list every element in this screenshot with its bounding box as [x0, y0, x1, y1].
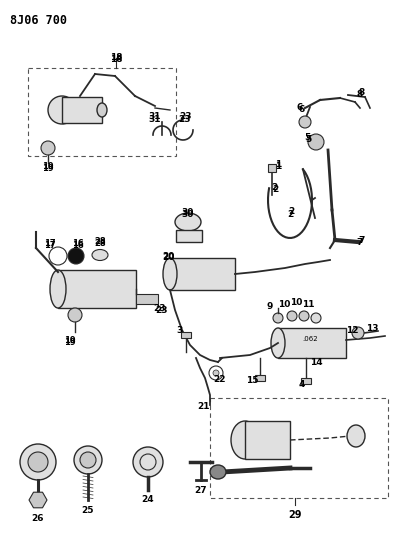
Bar: [28, 68, 176, 156]
Text: 23: 23: [156, 306, 168, 315]
Polygon shape: [29, 492, 47, 508]
Text: 23: 23: [154, 304, 166, 313]
Text: 19: 19: [64, 338, 76, 347]
Text: 28: 28: [94, 237, 106, 246]
Text: .062: .062: [302, 336, 318, 342]
Ellipse shape: [48, 96, 76, 124]
Text: 9: 9: [267, 302, 273, 311]
Text: 21: 21: [198, 402, 210, 411]
Text: 12: 12: [346, 326, 358, 335]
Text: 23: 23: [180, 112, 192, 121]
Text: 1: 1: [275, 160, 281, 169]
Circle shape: [213, 370, 219, 376]
Circle shape: [68, 248, 84, 264]
Text: 17: 17: [44, 239, 56, 248]
Text: 8J06 700: 8J06 700: [10, 14, 67, 27]
Text: 28: 28: [94, 239, 106, 248]
Circle shape: [287, 311, 297, 321]
Text: 18: 18: [110, 55, 122, 64]
Text: 22: 22: [214, 375, 226, 384]
Text: 29: 29: [288, 510, 302, 520]
Ellipse shape: [50, 270, 66, 308]
Bar: [136, 294, 158, 304]
Circle shape: [74, 446, 102, 474]
Bar: [181, 332, 191, 338]
Ellipse shape: [231, 421, 259, 459]
Bar: [268, 164, 276, 172]
Circle shape: [273, 313, 283, 323]
Text: 8: 8: [359, 88, 365, 97]
Circle shape: [352, 327, 364, 339]
Text: 7: 7: [357, 238, 363, 247]
Bar: [245, 421, 290, 459]
Bar: [58, 270, 136, 308]
Circle shape: [20, 444, 56, 480]
Text: 7: 7: [359, 236, 365, 245]
Circle shape: [80, 452, 96, 468]
Circle shape: [308, 134, 324, 150]
Circle shape: [133, 447, 163, 477]
Text: 2: 2: [288, 207, 294, 216]
Text: 14: 14: [310, 358, 322, 367]
Text: 19: 19: [42, 162, 54, 171]
Bar: [210, 398, 388, 498]
Ellipse shape: [347, 425, 365, 447]
Text: 2: 2: [271, 183, 277, 192]
Bar: [170, 258, 235, 290]
Ellipse shape: [92, 249, 108, 261]
Text: 19: 19: [42, 164, 54, 173]
Ellipse shape: [271, 328, 285, 358]
Text: 2: 2: [272, 185, 278, 194]
Circle shape: [311, 313, 321, 323]
Ellipse shape: [210, 465, 226, 479]
Circle shape: [41, 141, 55, 155]
Text: 27: 27: [195, 486, 207, 495]
Circle shape: [299, 311, 309, 321]
Text: 23: 23: [179, 115, 191, 124]
Text: 2: 2: [287, 210, 293, 219]
Text: 19: 19: [64, 336, 76, 345]
Text: 20: 20: [162, 252, 174, 261]
Text: 5: 5: [305, 135, 311, 144]
Ellipse shape: [163, 258, 177, 290]
Text: 10: 10: [290, 298, 302, 307]
Text: 11: 11: [302, 300, 314, 309]
Text: 15: 15: [246, 376, 258, 385]
Text: 30: 30: [182, 210, 194, 219]
Text: 26: 26: [32, 514, 44, 523]
Bar: [301, 378, 311, 384]
Text: 13: 13: [366, 324, 378, 333]
Text: 3: 3: [177, 326, 183, 335]
Text: 16: 16: [72, 241, 84, 250]
Bar: [278, 328, 346, 358]
Circle shape: [28, 452, 48, 472]
Ellipse shape: [97, 103, 107, 117]
Text: 8: 8: [357, 90, 363, 99]
Text: 6: 6: [299, 105, 305, 114]
Text: 18: 18: [110, 53, 122, 62]
Text: 25: 25: [82, 506, 94, 515]
Text: 30: 30: [182, 208, 194, 217]
Bar: [62, 97, 102, 123]
Circle shape: [299, 116, 311, 128]
Text: 10: 10: [278, 300, 290, 309]
Text: 4: 4: [299, 380, 305, 389]
Text: 31: 31: [149, 115, 161, 124]
Ellipse shape: [175, 213, 201, 231]
Text: 20: 20: [162, 253, 174, 262]
Text: 16: 16: [72, 239, 84, 248]
Text: 1: 1: [275, 162, 281, 171]
Bar: [255, 375, 265, 381]
Text: 24: 24: [142, 495, 154, 504]
Text: 17: 17: [44, 241, 56, 250]
Text: 5: 5: [304, 133, 310, 142]
Circle shape: [68, 308, 82, 322]
Text: 31: 31: [149, 112, 161, 121]
Text: 6: 6: [297, 103, 303, 112]
Bar: [176, 230, 202, 242]
